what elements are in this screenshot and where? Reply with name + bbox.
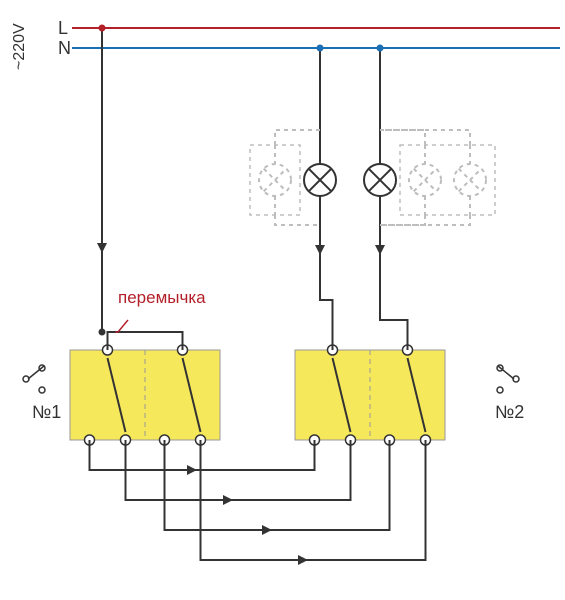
switch1-label: №1 [32, 402, 61, 422]
label-L: L [58, 18, 68, 38]
supply-rails [72, 28, 560, 48]
label-N: N [58, 38, 71, 58]
lamps [250, 145, 495, 215]
label-voltage: ~220V [11, 23, 28, 70]
jumper-label: перемычка [118, 288, 206, 307]
wiring-diagram: L N ~220V перемычка №1 №2 [0, 0, 565, 600]
jumper-leader [116, 320, 129, 332]
switch-blocks [70, 345, 445, 445]
switch2-label: №2 [495, 402, 524, 422]
